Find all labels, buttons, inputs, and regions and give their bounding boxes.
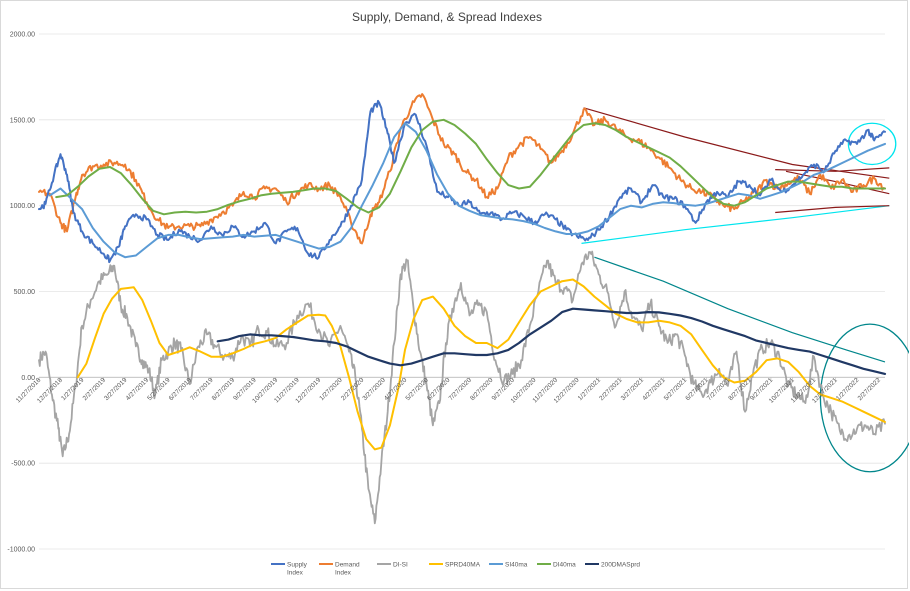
legend-label: SI40ma (505, 562, 528, 569)
series-line-si40ma (48, 122, 886, 259)
legend-label: SPRD40MA (445, 562, 481, 569)
x-axis-ticks: 11/27/201812/27/20181/27/20192/27/20193/… (15, 377, 882, 405)
y-tick-label: -500.00 (11, 461, 35, 468)
y-tick-label: 2000.00 (10, 32, 35, 39)
trendline-annotation (594, 256, 886, 363)
legend-label: DI-SI (393, 562, 408, 569)
trendline-annotation (775, 167, 890, 172)
series-lines (38, 93, 887, 525)
x-tick-label: 2/27/2022 (857, 377, 883, 403)
y-tick-label: 1000.00 (10, 203, 35, 210)
y-tick-label: 0.00 (21, 375, 35, 382)
y-axis-ticks: 2000.00 1500.00 1000.00 500.00 0.00 -500.00 -1… (7, 32, 35, 554)
y-tick-label: 1500.00 (10, 117, 35, 124)
trendline-annotation (581, 205, 890, 244)
legend: Supply Index Demand Index DI-SI SPRD40MA SI40m… (271, 562, 640, 577)
trendline-annotations (581, 107, 909, 473)
circle-annotation (819, 323, 909, 473)
legend-label: Supply Index (287, 562, 308, 577)
series-line-di-si (38, 250, 886, 525)
trendline-annotation (775, 205, 890, 214)
y-tick-label: 500.00 (14, 289, 36, 296)
series-line-demand-index (38, 93, 886, 245)
series-line-200dmasprd (216, 307, 887, 375)
series-line-di40ma (55, 118, 886, 216)
series-line-sprd40ma (76, 278, 886, 451)
legend-label: 200DMASprd (601, 562, 640, 569)
legend-label: DI40ma (553, 562, 576, 569)
circle-annotation (847, 122, 897, 166)
chart-title: Supply, Demand, & Spread Indexes (352, 10, 542, 24)
legend-label: Demand Index (335, 562, 360, 577)
y-tick-label: -1000.00 (7, 547, 35, 554)
series-line-supply-index (38, 99, 886, 264)
